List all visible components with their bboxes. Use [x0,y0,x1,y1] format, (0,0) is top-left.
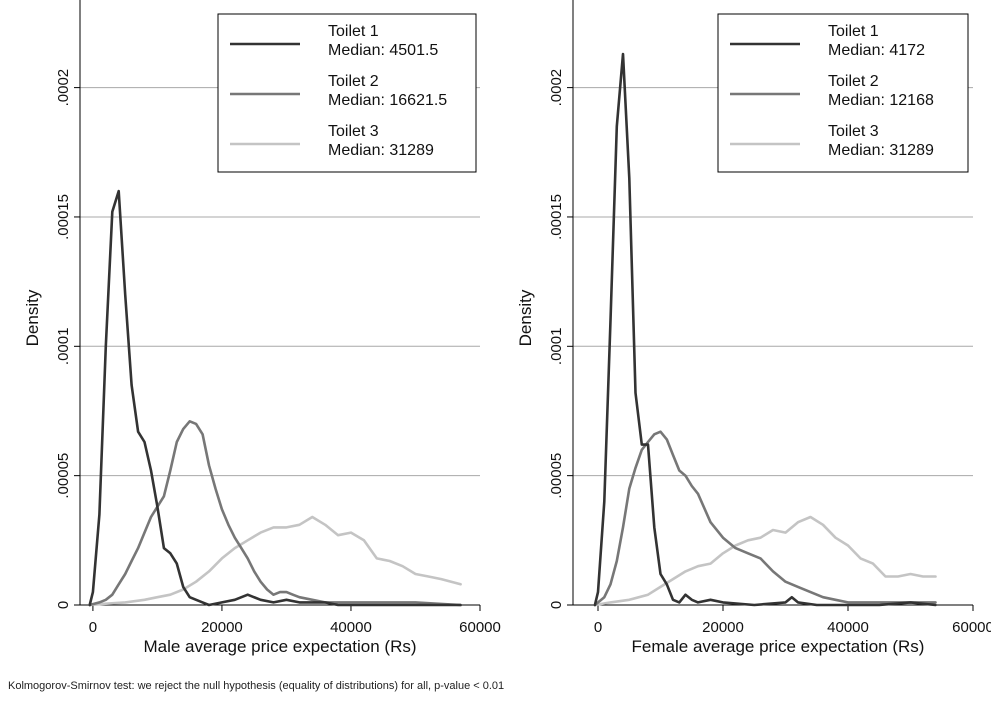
legend-label: Median: 4172 [828,42,925,59]
y-axis-title: Density [516,289,535,346]
legend-label: Toilet 3 [328,123,379,140]
y-tick-label: .0002 [55,69,72,107]
footnote: Kolmogorov-Smirnov test: we reject the n… [8,680,505,692]
legend-label: Toilet 2 [828,73,879,90]
legend-label: Median: 16621.5 [328,92,447,109]
y-axis-title: Density [23,289,42,346]
x-axis-title: Female average price expectation (Rs) [632,637,925,656]
legend-label: Median: 31289 [828,142,934,159]
x-tick-label: 60000 [952,619,991,636]
panel-female: 0 .00005 .0001 .00015 .0002 0 20000 40000 60000 F… [516,0,991,656]
panel-male: 0 .00005 .0001 .00015 .0002 0 20000 40000 60000 M… [23,0,501,656]
x-tick-label: 0 [89,619,97,636]
legend-label: Toilet 3 [828,123,879,140]
legend-label: Toilet 1 [828,23,879,40]
y-tick-label: .0001 [55,328,72,366]
y-tick-label: .0001 [548,328,565,366]
legend-label: Median: 4501.5 [328,42,438,59]
series-line-toilet-3 [88,515,462,607]
y-tick-label: .00015 [55,194,72,240]
legend-label: Median: 31289 [328,142,434,159]
x-tick-label: 40000 [827,619,869,636]
series-line-toilet-3 [593,515,937,607]
y-tick-label: .00005 [55,453,72,499]
y-tick-label: 0 [55,601,72,609]
x-tick-label: 0 [594,619,602,636]
y-tick-label: .00015 [548,194,565,240]
series-line-toilet-1 [593,52,937,607]
x-axis-title: Male average price expectation (Rs) [143,637,416,656]
legend-label: Toilet 1 [328,23,379,40]
y-tick-label: .00005 [548,453,565,499]
series-line-toilet-2 [593,430,937,607]
legend-label: Median: 12168 [828,92,934,109]
y-tick-label: 0 [548,601,565,609]
legend: Toilet 1 Median: 4501.5 Toilet 2 Median: 16… [217,13,477,173]
y-tick-label: .0002 [548,69,565,107]
x-tick-label: 20000 [702,619,744,636]
series-line-toilet-1 [88,189,462,607]
series-line-toilet-2 [88,419,462,607]
x-tick-label: 20000 [201,619,243,636]
x-tick-label: 40000 [330,619,372,636]
legend-label: Toilet 2 [328,73,379,90]
legend: Toilet 1 Median: 4172 Toilet 2 Median: 1216… [717,13,969,173]
x-tick-label: 60000 [459,619,501,636]
